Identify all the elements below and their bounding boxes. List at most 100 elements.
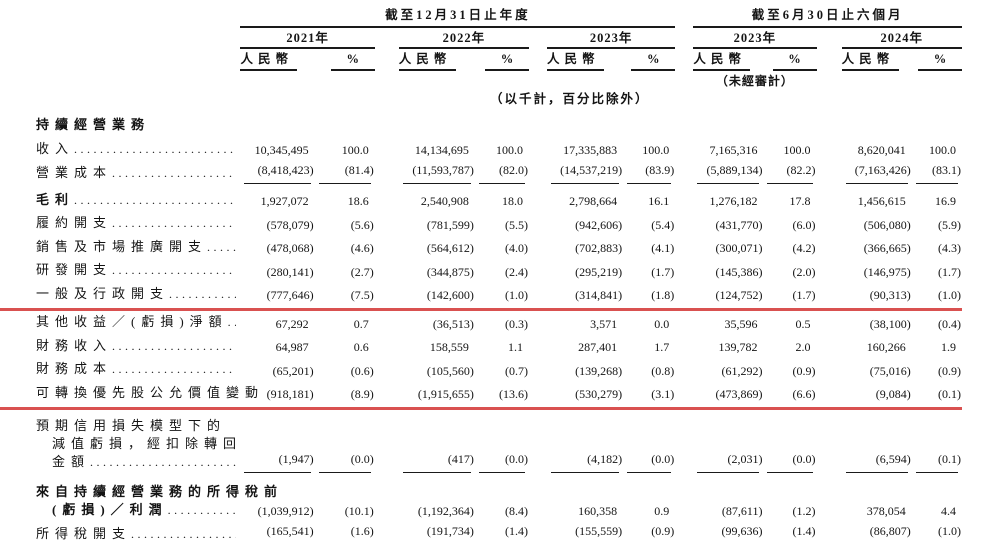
value-cell: (1,039,912) bbox=[257, 504, 314, 518]
col-gap bbox=[675, 522, 693, 541]
label-text: 營業成本 bbox=[36, 164, 113, 180]
value-cell: 2,798,664 bbox=[569, 194, 618, 208]
col-gap bbox=[529, 358, 547, 382]
value-cell: (99,636) bbox=[693, 521, 764, 541]
col-gap bbox=[675, 282, 694, 311]
col-gap bbox=[817, 309, 842, 334]
value-cell: (86,807) bbox=[841, 521, 912, 541]
value-cell: (417) bbox=[398, 408, 475, 474]
value-cell: 0.7 bbox=[353, 316, 369, 331]
value-cell: (1.7) bbox=[938, 264, 961, 279]
label-text: 所得稅開支 bbox=[36, 525, 132, 541]
value-cell: (9,084) bbox=[841, 381, 912, 410]
value-cell: (4.2) bbox=[792, 241, 816, 255]
value-cell: (1,915,655) bbox=[398, 381, 475, 410]
label-text: 可轉換優先股公允價值變動 bbox=[36, 384, 265, 400]
dot-leader bbox=[112, 164, 236, 182]
value-cell: (13.6) bbox=[474, 381, 529, 410]
col-gap bbox=[375, 235, 399, 259]
value-cell: (36,513) bbox=[432, 316, 474, 331]
rmb-header: 人民幣 bbox=[693, 48, 763, 71]
value-cell: (344,875) bbox=[426, 264, 474, 279]
value-cell: (0.8) bbox=[651, 363, 675, 378]
value-cell: 67,292 bbox=[275, 316, 309, 331]
value-cell: (81.4) bbox=[314, 160, 375, 185]
row-label: 預期信用損失模型下的 減值虧損，經扣除轉回 金額 bbox=[0, 408, 240, 474]
units-note: （以千計，百分比除外） bbox=[490, 92, 650, 106]
value-cell: (4.0) bbox=[505, 241, 528, 255]
row-fv-change-convertible-preferred: 可轉換優先股公允價值變動 (918,181) (8.9) (1,915,655)… bbox=[0, 381, 962, 410]
row-finance-income: 財務收入 64,987 0.6 158,559 1.1 287,401 1.7 … bbox=[0, 334, 962, 358]
value-cell: (1.7) bbox=[651, 264, 675, 279]
value-cell: (0.0) bbox=[763, 408, 817, 474]
row-profit-before-tax: 來自持續經營業務的所得稅前 (虧損)／利潤 (1,039,912) (10.1)… bbox=[0, 474, 962, 522]
value-cell: 100.0 bbox=[642, 143, 670, 157]
value-cell: 100.0 bbox=[929, 143, 956, 157]
col-gap bbox=[817, 185, 842, 212]
col-gap bbox=[529, 309, 547, 334]
value-cell: (473,869) bbox=[693, 381, 764, 410]
row-label: 履約開支 bbox=[0, 212, 240, 236]
col-gap bbox=[675, 309, 693, 334]
row-label: 收入 bbox=[0, 137, 240, 161]
period-header-row: 截至12月31日止年度 截至6月30日止六個月 bbox=[0, 0, 962, 28]
value-cell: 2,540,908 bbox=[420, 194, 469, 208]
value-cell: (5.4) bbox=[651, 217, 675, 232]
value-cell: 35,596 bbox=[724, 316, 758, 331]
value-cell: (65,201) bbox=[272, 363, 314, 378]
year-2023-header: 2023年 bbox=[547, 27, 676, 49]
col-gap bbox=[817, 358, 842, 382]
col-gap bbox=[529, 137, 547, 161]
label-text: 金額 bbox=[52, 453, 91, 469]
value-cell: 160,358 bbox=[578, 504, 618, 518]
value-cell: 1.9 bbox=[941, 340, 956, 354]
value-cell: (5.5) bbox=[505, 217, 528, 232]
value-cell: 1.7 bbox=[654, 340, 670, 354]
dot-leader bbox=[207, 238, 236, 256]
pct-header: % bbox=[475, 48, 529, 71]
label-text: 履約開支 bbox=[36, 215, 113, 230]
value-cell: (6,594) bbox=[841, 408, 912, 474]
col-gap bbox=[817, 474, 842, 522]
dot-leader bbox=[228, 313, 237, 331]
value-cell: (0.1) bbox=[911, 381, 962, 410]
col-gap bbox=[675, 358, 693, 382]
label-text: 其他收益／(虧損)淨額 bbox=[36, 314, 228, 329]
value-cell: (0.9) bbox=[623, 521, 676, 541]
label-text: 預期信用損失模型下的 bbox=[36, 417, 227, 433]
value-cell: (1.8) bbox=[623, 282, 676, 311]
value-cell: 14,134,695 bbox=[414, 143, 469, 157]
value-cell: (1.7) bbox=[763, 282, 817, 311]
rmb-label: 人民幣 bbox=[841, 52, 899, 71]
value-cell: (1.0) bbox=[474, 282, 529, 311]
col-gap bbox=[675, 259, 693, 283]
col-gap bbox=[817, 235, 842, 259]
col-gap bbox=[675, 474, 693, 522]
year-2023-interim-header: 2023年 bbox=[693, 27, 817, 49]
pct-label: % bbox=[330, 52, 375, 71]
col-gap bbox=[240, 109, 962, 137]
header-spacer bbox=[0, 48, 240, 71]
value-cell: 16.9 bbox=[935, 194, 956, 208]
row-general-admin-expenses: 一般及行政開支 (777,646) (7.5) (142,600) (1.0) … bbox=[0, 282, 962, 311]
value-cell: (0.0) bbox=[623, 408, 676, 474]
value-cell: (777,646) bbox=[240, 282, 315, 311]
pct-label: % bbox=[918, 52, 962, 71]
value-cell: 0.0 bbox=[654, 316, 670, 331]
value-cell: (2.0) bbox=[792, 264, 816, 279]
value-cell: (1.0) bbox=[911, 282, 962, 311]
rmb-label: 人民幣 bbox=[398, 52, 456, 71]
value-cell: (142,600) bbox=[398, 282, 475, 311]
value-cell: (564,612) bbox=[426, 241, 474, 255]
col-gap bbox=[675, 408, 693, 474]
value-cell: (366,665) bbox=[863, 241, 911, 255]
label-text: 來自持續經營業務的所得稅前 bbox=[36, 483, 284, 499]
col-gap bbox=[675, 334, 693, 358]
col-gap bbox=[817, 137, 842, 161]
value-cell: 3,571 bbox=[590, 316, 618, 331]
col-gap bbox=[375, 474, 399, 522]
value-cell: (1.4) bbox=[763, 521, 817, 541]
value-cell: (5.6) bbox=[350, 217, 374, 232]
row-impairment-losses-ecl: 預期信用損失模型下的 減值虧損，經扣除轉回 金額 (1,947) (0.0) (… bbox=[0, 408, 962, 474]
col-gap bbox=[816, 381, 842, 410]
